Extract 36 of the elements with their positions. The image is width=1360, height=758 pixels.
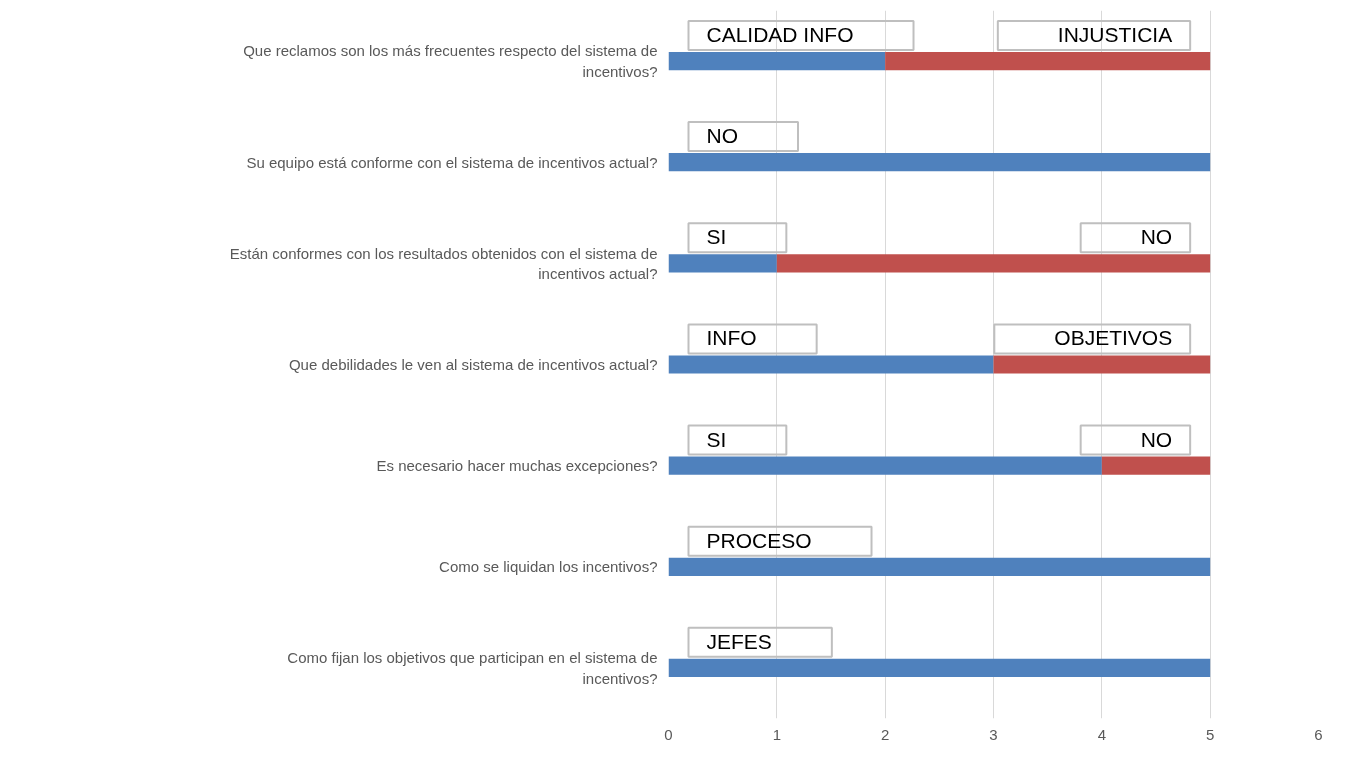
bar xyxy=(668,254,777,273)
bar xyxy=(668,355,994,374)
y-tick-label: Están conformes con los resultados obtenidos con el sistema de incentivos actual? xyxy=(229,244,658,283)
bar xyxy=(1101,456,1211,475)
y-tick-label: Que reclamos son los más frecuentes respecto del sistema de incentivos? xyxy=(243,42,658,80)
y-tick-label: Es necesario hacer muchas excepciones? xyxy=(376,457,658,475)
data-label: CALIDAD INFO xyxy=(706,22,854,46)
bar xyxy=(668,153,1211,172)
data-label: NO xyxy=(706,124,738,148)
bar xyxy=(668,456,1102,475)
data-label: NO xyxy=(1140,225,1173,249)
data-label: SI xyxy=(706,225,727,249)
y-tick-label: Como se liquidan los incentivos? xyxy=(439,558,658,576)
data-label: SI xyxy=(706,427,727,451)
x-tick-label: 0 xyxy=(664,725,673,743)
data-label: OBJETIVOS xyxy=(1054,326,1173,350)
data-label: JEFES xyxy=(706,629,772,653)
x-tick-label: 1 xyxy=(772,725,782,743)
y-tick-label: Su equipo está conforme con el sistema de incentivos actual? xyxy=(246,153,658,171)
x-tick-label: 4 xyxy=(1097,725,1107,743)
bar xyxy=(776,254,1211,273)
y-tick-label: Como fijan los objetivos que participan en el sistema de incentivos? xyxy=(287,649,658,687)
x-tick-label: 3 xyxy=(989,725,998,743)
bar xyxy=(668,658,1211,678)
x-tick-label: 5 xyxy=(1206,725,1215,743)
x-tick-label: 2 xyxy=(881,725,890,743)
x-tick-label: 6 xyxy=(1314,725,1323,743)
data-label: INFO xyxy=(706,326,757,350)
y-tick-label: Que debilidades le ven al sistema de incentivos actual? xyxy=(288,356,658,373)
bar xyxy=(885,51,1211,71)
bar xyxy=(993,355,1211,374)
bar xyxy=(668,557,1211,576)
bar xyxy=(668,51,886,71)
data-label: INJUSTICIA xyxy=(1057,22,1173,46)
data-label: PROCESO xyxy=(706,528,812,552)
data-label: NO xyxy=(1140,427,1173,451)
